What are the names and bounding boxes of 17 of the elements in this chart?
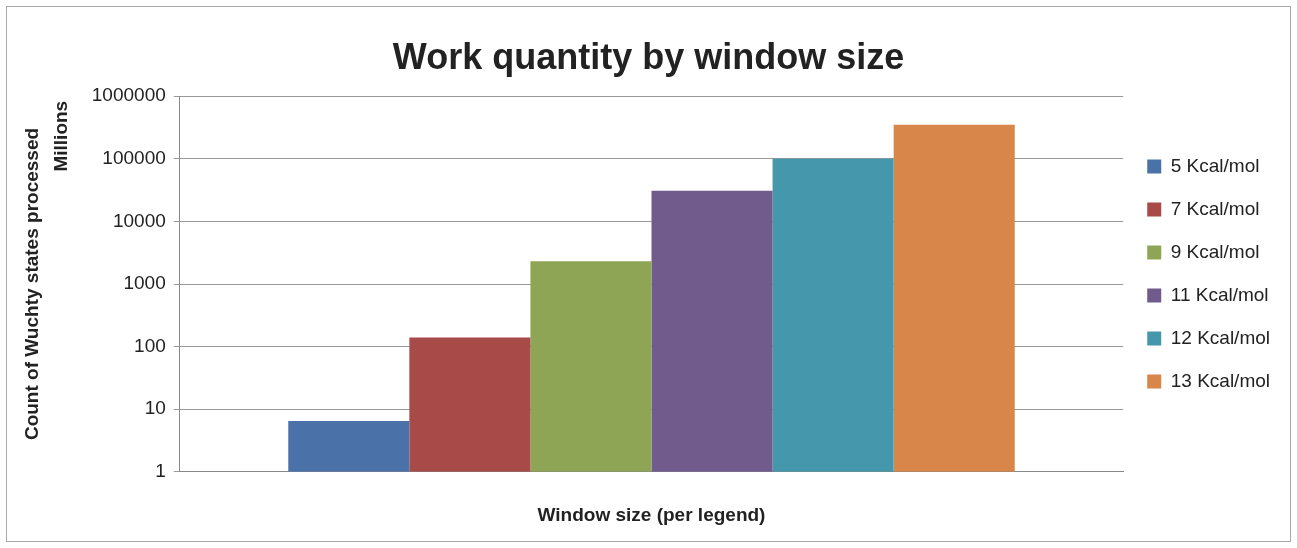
y-tick-label: 1000 — [123, 272, 166, 294]
y-tick-label: 1000000 — [91, 84, 166, 106]
y-tick-label: 100 — [134, 334, 166, 356]
legend-label: 11 Kcal/mol — [1170, 283, 1269, 305]
y-tick-label: 100000 — [102, 147, 166, 169]
text: Millions — [50, 100, 72, 172]
legend-label: 7 Kcal/mol — [1170, 197, 1260, 219]
y-axis-title: Count of Wuchty states processed — [20, 127, 42, 441]
y-tick-label: 10 — [144, 397, 166, 419]
y-tick-label: 1 — [155, 460, 166, 482]
chart-title: Work quantity by window size — [392, 35, 905, 77]
legend-label: 12 Kcal/mol — [1170, 326, 1271, 348]
legend-label: 5 Kcal/mol — [1170, 154, 1260, 176]
x-axis-title: Window size (per legend) — [537, 503, 766, 525]
y-tick-label: 10000 — [112, 209, 166, 231]
legend-label: 13 Kcal/mol — [1170, 369, 1271, 391]
legend-label: 9 Kcal/mol — [1170, 240, 1260, 262]
